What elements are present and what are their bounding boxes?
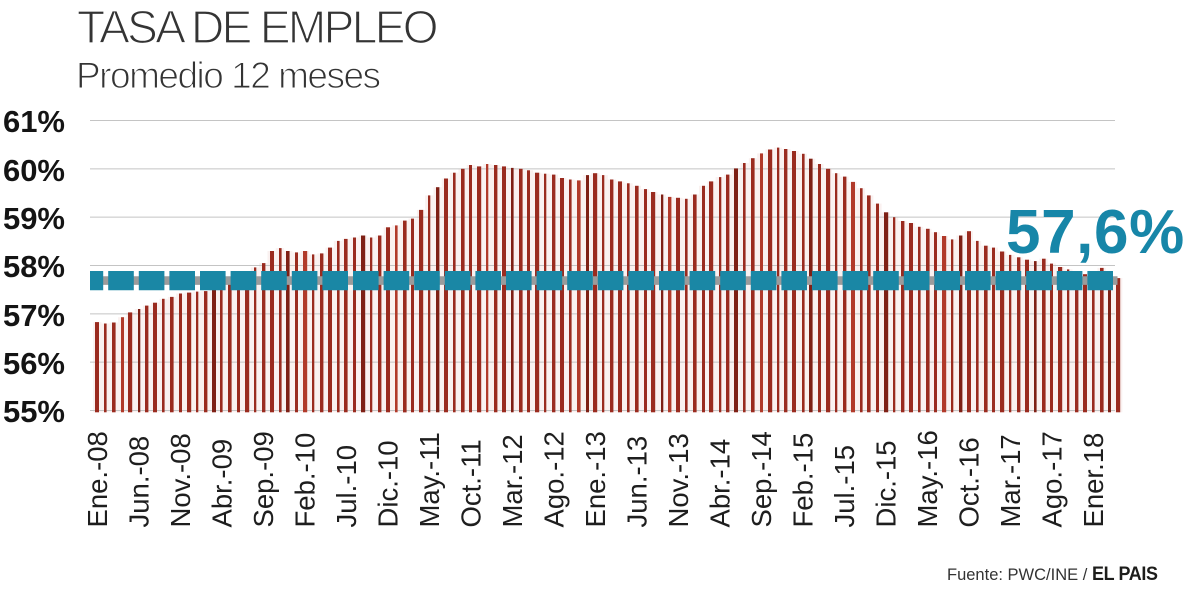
svg-text:Mar.-17: Mar.-17 <box>995 434 1026 527</box>
svg-text:Ene.-13: Ene.-13 <box>580 431 611 527</box>
svg-text:Oct.-16: Oct.-16 <box>953 437 984 527</box>
svg-text:Jun.-13: Jun.-13 <box>621 436 652 528</box>
svg-text:Jun.-08: Jun.-08 <box>123 436 154 528</box>
svg-text:Sep.-09: Sep.-09 <box>248 431 279 527</box>
svg-text:May.-16: May.-16 <box>912 430 943 527</box>
svg-text:Abr.-09: Abr.-09 <box>206 439 237 528</box>
svg-text:Jul.-15: Jul.-15 <box>829 445 860 528</box>
svg-text:Nov.-13: Nov.-13 <box>663 433 694 527</box>
svg-text:Dic.-10: Dic.-10 <box>372 440 403 527</box>
svg-text:Mar.-12: Mar.-12 <box>497 434 528 527</box>
svg-text:Ene.-08: Ene.-08 <box>82 431 113 527</box>
svg-text:Dic.-15: Dic.-15 <box>870 440 901 527</box>
svg-text:Abr.-14: Abr.-14 <box>704 439 735 528</box>
svg-text:Feb.-15: Feb.-15 <box>787 433 818 528</box>
svg-text:Jul.-10: Jul.-10 <box>331 445 362 528</box>
svg-text:Ener.18: Ener.18 <box>1078 433 1109 528</box>
svg-text:Ago.-12: Ago.-12 <box>538 431 569 527</box>
svg-text:Feb.-10: Feb.-10 <box>289 433 320 528</box>
svg-text:Nov.-08: Nov.-08 <box>165 433 196 527</box>
svg-text:Oct.-11: Oct.-11 <box>455 439 486 527</box>
svg-text:Sep.-14: Sep.-14 <box>746 431 777 527</box>
svg-text:May.-11: May.-11 <box>414 432 445 527</box>
svg-text:Ago.-17: Ago.-17 <box>1036 431 1067 527</box>
